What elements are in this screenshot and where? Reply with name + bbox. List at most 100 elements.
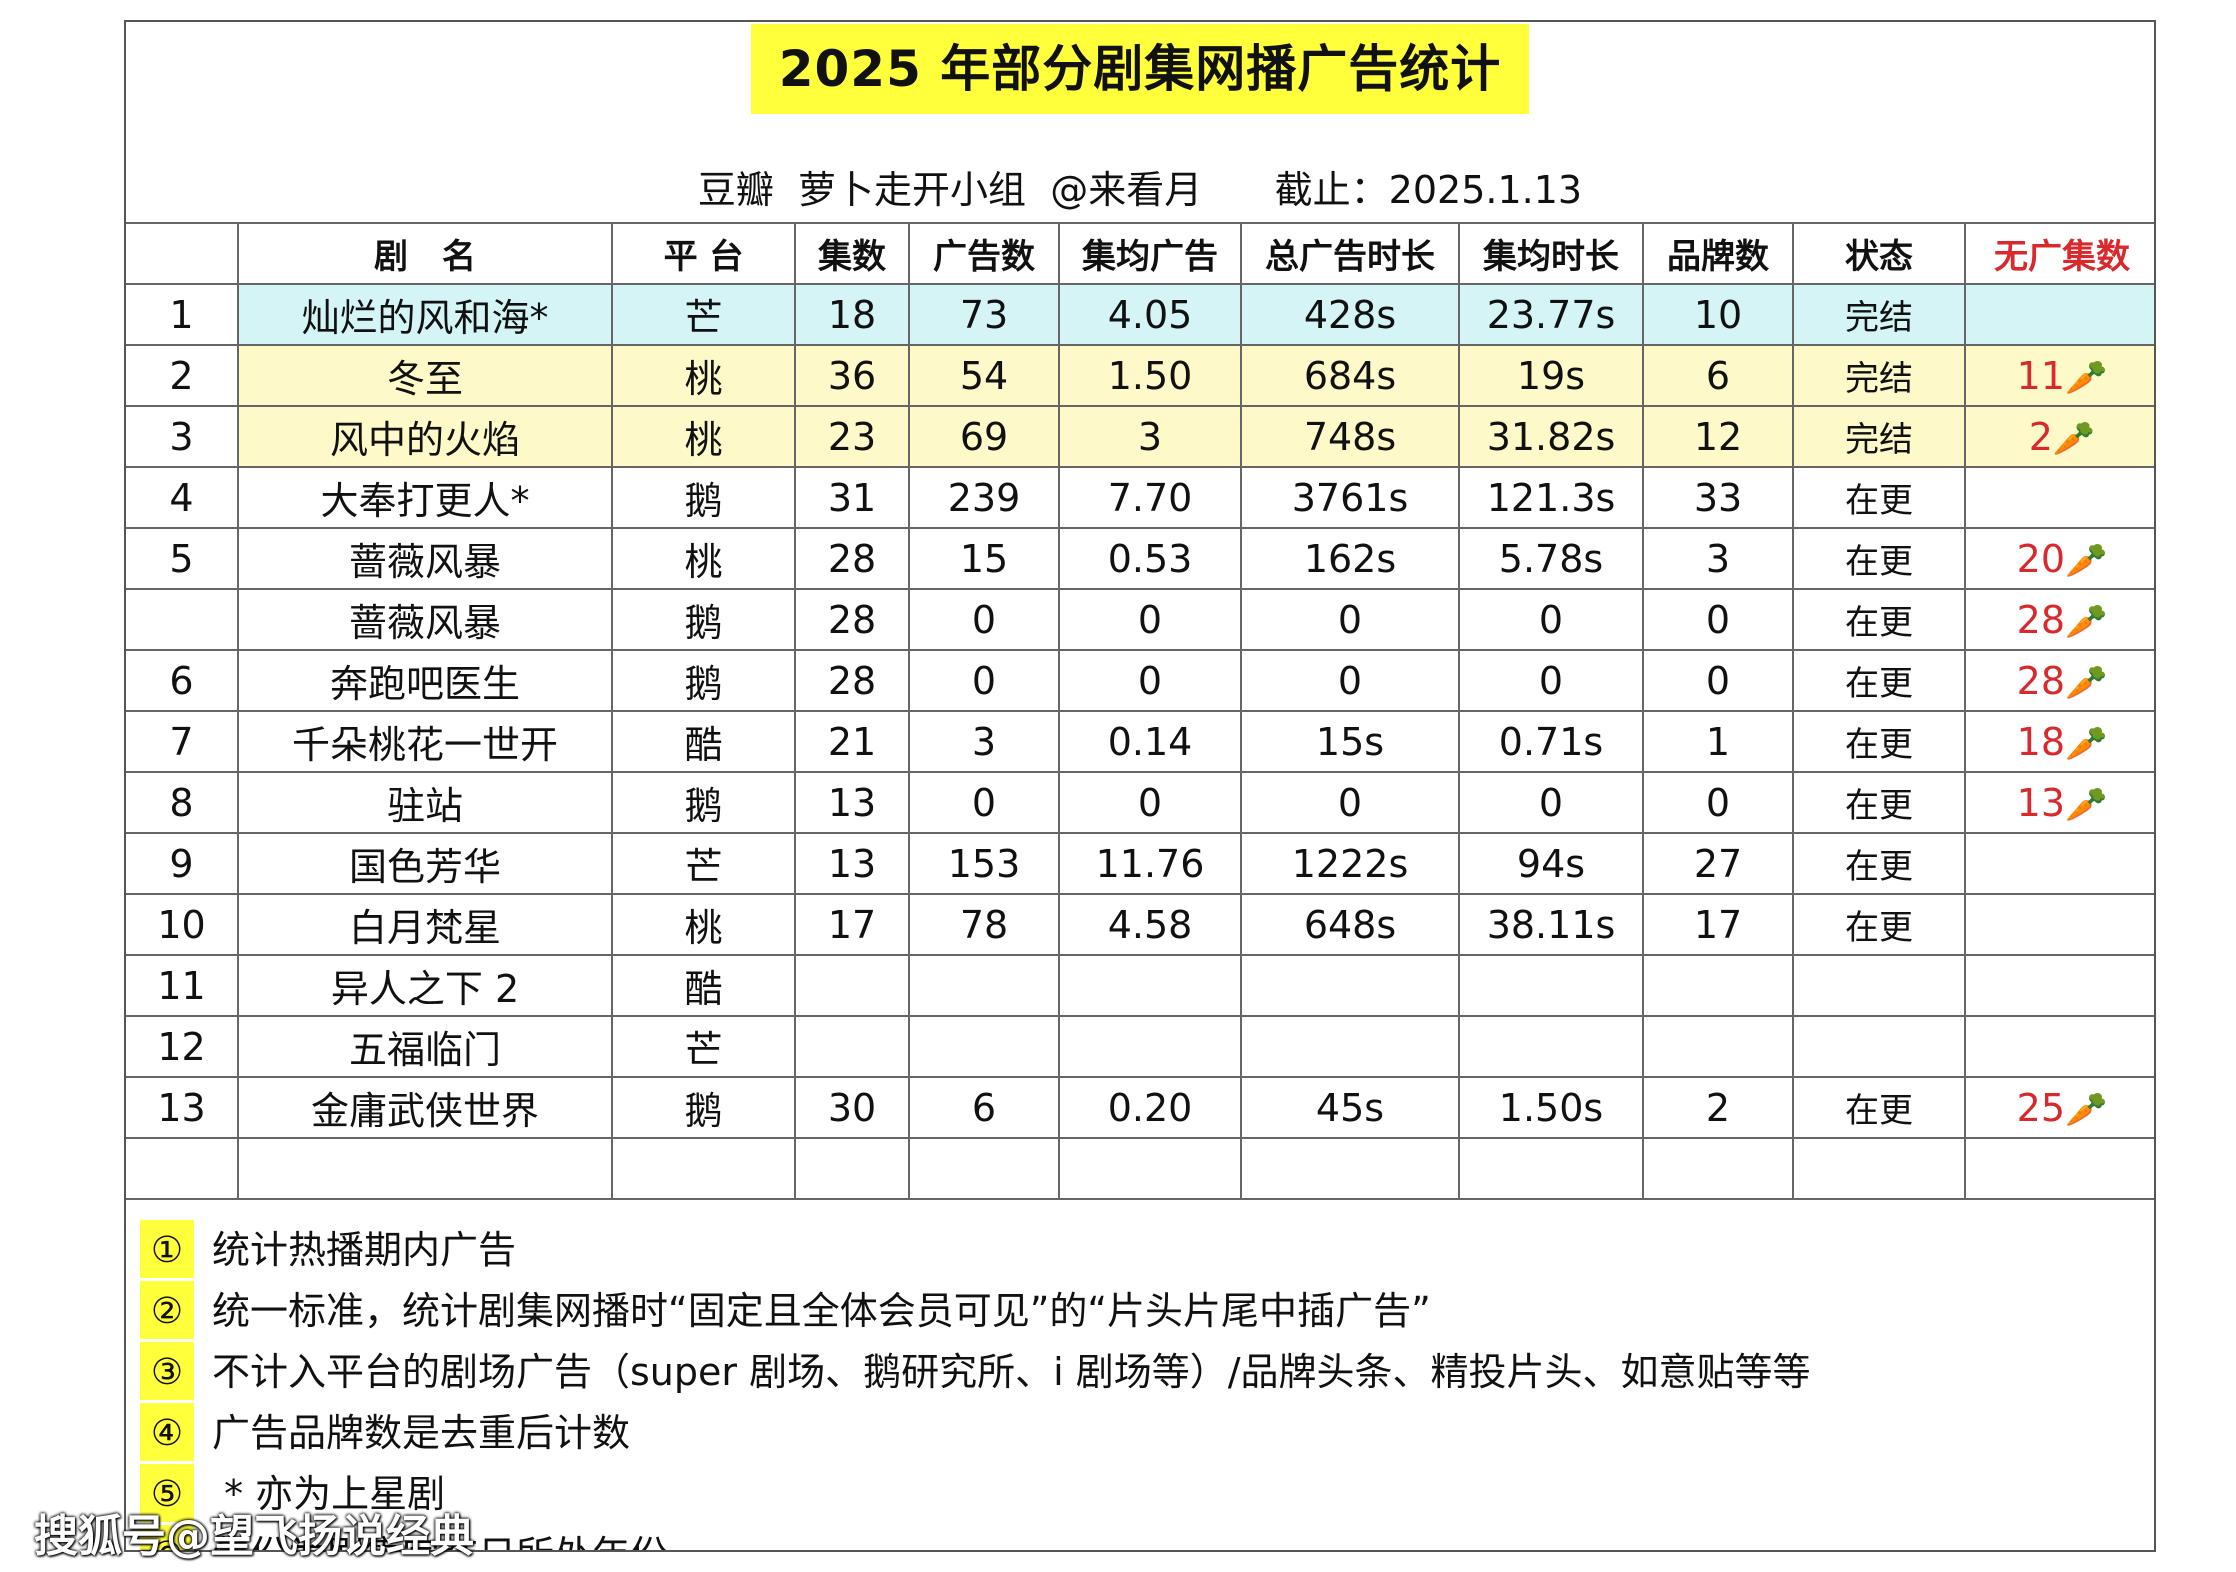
total-ad-duration: 162s [1240, 527, 1460, 590]
table-row: 5 蔷薇风暴桃 28 15 0.53 162s 5.78s 3 在更 20🥕 [126, 527, 2154, 590]
episode-count: 36 [794, 344, 910, 407]
note-number: ⑥ [140, 1525, 194, 1550]
avg-ad-duration: 94s [1458, 832, 1644, 895]
brand-count [1642, 1137, 1794, 1200]
avg-ad-duration: 0 [1458, 649, 1644, 712]
header-title: 剧 名 [237, 222, 613, 285]
episode-count: 13 [794, 771, 910, 834]
brand-count: 6 [1642, 344, 1794, 407]
platform: 鹅 [611, 466, 796, 529]
ad-count: 69 [908, 405, 1060, 468]
avg-ads-per-episode [1058, 954, 1242, 1017]
platform: 鹅 [611, 649, 796, 712]
brand-count: 2 [1642, 1076, 1794, 1139]
total-ad-duration: 0 [1240, 771, 1460, 834]
status: 在更 [1792, 893, 1966, 956]
total-ad-duration [1240, 1137, 1460, 1200]
platform: 鹅 [611, 1076, 796, 1139]
drama-title: 驻站 [237, 771, 613, 834]
row-number: 11 [126, 954, 239, 1017]
no-ad-episodes [1964, 283, 2154, 346]
header-no-ad-episodes: 无广集数 [1964, 222, 2154, 285]
table-row: 6 奔跑吧医生鹅 28 0 0 0 0 0 在更 28🥕 [126, 649, 2154, 712]
episode-count: 28 [794, 527, 910, 590]
ad-stats-table: 剧 名平 台集数 广告数 集均广告 总广告时长 集均时长 品牌数 状态 无广集数 1 灿烂的风和… [126, 222, 2154, 1200]
no-ad-episodes: 18🥕 [1964, 710, 2154, 773]
note-text: * 亦为上星剧 [212, 1472, 446, 1516]
table-row: 8 驻站鹅 13 0 0 0 0 0 在更 13🥕 [126, 771, 2154, 834]
note-item: ③ 不计入平台的剧场广告（super 剧场、鹅研究所、i 剧场等）/品牌头条、精投… [126, 1342, 2154, 1403]
no-ad-count: 20 [2016, 536, 2065, 581]
table-row [126, 1137, 2154, 1200]
episode-count: 18 [794, 283, 910, 346]
carrot-icon: 🥕 [2065, 601, 2108, 642]
episode-count [794, 1015, 910, 1078]
row-number: 4 [126, 466, 239, 529]
note-number: ⑤ [140, 1464, 194, 1522]
header-brands: 品牌数 [1642, 222, 1794, 285]
ad-count: 6 [908, 1076, 1060, 1139]
row-number [126, 588, 239, 651]
row-number [126, 1137, 239, 1200]
avg-ads-per-episode: 0 [1058, 771, 1242, 834]
no-ad-episodes: 28🥕 [1964, 649, 2154, 712]
episode-count: 13 [794, 832, 910, 895]
total-ad-duration: 15s [1240, 710, 1460, 773]
drama-title: 奔跑吧医生 [237, 649, 613, 712]
status: 在更 [1792, 527, 1966, 590]
status: 在更 [1792, 1076, 1966, 1139]
brand-count: 0 [1642, 771, 1794, 834]
avg-ads-per-episode [1058, 1015, 1242, 1078]
status: 完结 [1792, 344, 1966, 407]
avg-ads-per-episode: 4.58 [1058, 893, 1242, 956]
ad-count: 0 [908, 649, 1060, 712]
total-ad-duration: 684s [1240, 344, 1460, 407]
brand-count: 17 [1642, 893, 1794, 956]
avg-ads-per-episode: 7.70 [1058, 466, 1242, 529]
note-item: ① 统计热播期内广告 [126, 1220, 2154, 1281]
status: 在更 [1792, 771, 1966, 834]
note-text: 广告品牌数是去重后计数 [212, 1411, 631, 1455]
carrot-icon: 🥕 [2052, 418, 2096, 459]
drama-title: 灿烂的风和海* [237, 283, 613, 346]
drama-title: 白月梵星 [237, 893, 613, 956]
header-platform: 平 台 [611, 222, 796, 285]
total-ad-duration: 748s [1240, 405, 1460, 468]
episode-count: 28 [794, 649, 910, 712]
episode-count: 30 [794, 1076, 910, 1139]
episode-count: 17 [794, 893, 910, 956]
total-ad-duration [1240, 954, 1460, 1017]
total-ad-duration: 0 [1240, 588, 1460, 651]
total-ad-duration: 3761s [1240, 466, 1460, 529]
carrot-icon: 🥕 [2065, 1089, 2108, 1130]
brand-count: 10 [1642, 283, 1794, 346]
status [1792, 1015, 1966, 1078]
episode-count [794, 1137, 910, 1200]
brand-count: 27 [1642, 832, 1794, 895]
no-ad-count: 18 [2016, 719, 2065, 764]
table-row: 3 风中的火焰桃 23 69 3 748s 31.82s 12 完结 2🥕 [126, 405, 2154, 468]
no-ad-episodes: 13🥕 [1964, 771, 2154, 834]
carrot-icon: 🥕 [2065, 540, 2108, 581]
header-avg-duration: 集均时长 [1458, 222, 1644, 285]
table-row: 12 五福临门芒 [126, 1015, 2154, 1078]
avg-ads-per-episode: 3 [1058, 405, 1242, 468]
no-ad-episodes [1964, 466, 2154, 529]
no-ad-episodes [1964, 1137, 2154, 1200]
platform: 芒 [611, 832, 796, 895]
note-text: 不计入平台的剧场广告（super 剧场、鹅研究所、i 剧场等）/品牌头条、精投片… [212, 1350, 1811, 1394]
avg-ad-duration: 38.11s [1458, 893, 1644, 956]
episode-count: 23 [794, 405, 910, 468]
brand-count [1642, 1015, 1794, 1078]
stats-sheet: 2025 年部分剧集网播广告统计 豆瓣 萝卜走开小组 @来看月 截止：2025.… [124, 20, 2156, 1552]
total-ad-duration: 45s [1240, 1076, 1460, 1139]
drama-title: 金庸武侠世界 [237, 1076, 613, 1139]
status: 在更 [1792, 649, 1966, 712]
no-ad-episodes: 20🥕 [1964, 527, 2154, 590]
avg-ads-per-episode: 0.14 [1058, 710, 1242, 773]
no-ad-episodes [1964, 893, 2154, 956]
drama-title: 国色芳华 [237, 832, 613, 895]
row-number: 9 [126, 832, 239, 895]
ad-count [908, 1137, 1060, 1200]
